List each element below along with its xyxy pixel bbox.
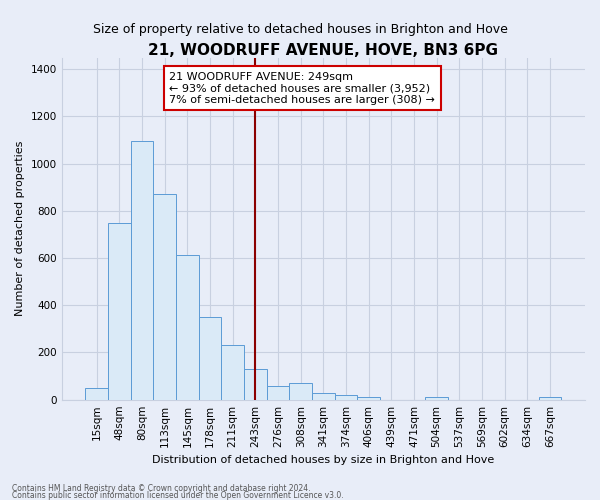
Bar bbox=[199, 317, 221, 400]
Bar bbox=[425, 398, 448, 400]
Bar bbox=[335, 395, 358, 400]
Bar bbox=[312, 393, 335, 400]
Bar bbox=[539, 398, 561, 400]
Bar bbox=[154, 194, 176, 400]
Bar bbox=[244, 369, 266, 400]
Bar bbox=[358, 397, 380, 400]
Bar bbox=[131, 142, 154, 400]
Bar bbox=[266, 386, 289, 400]
Text: Contains public sector information licensed under the Open Government Licence v3: Contains public sector information licen… bbox=[12, 490, 344, 500]
Title: 21, WOODRUFF AVENUE, HOVE, BN3 6PG: 21, WOODRUFF AVENUE, HOVE, BN3 6PG bbox=[148, 42, 499, 58]
Bar bbox=[289, 383, 312, 400]
Bar bbox=[221, 346, 244, 400]
X-axis label: Distribution of detached houses by size in Brighton and Hove: Distribution of detached houses by size … bbox=[152, 455, 494, 465]
Bar bbox=[108, 222, 131, 400]
Text: Size of property relative to detached houses in Brighton and Hove: Size of property relative to detached ho… bbox=[92, 22, 508, 36]
Bar bbox=[176, 254, 199, 400]
Y-axis label: Number of detached properties: Number of detached properties bbox=[15, 141, 25, 316]
Text: 21 WOODRUFF AVENUE: 249sqm
← 93% of detached houses are smaller (3,952)
7% of se: 21 WOODRUFF AVENUE: 249sqm ← 93% of deta… bbox=[169, 72, 435, 105]
Text: Contains HM Land Registry data © Crown copyright and database right 2024.: Contains HM Land Registry data © Crown c… bbox=[12, 484, 311, 493]
Bar bbox=[85, 388, 108, 400]
